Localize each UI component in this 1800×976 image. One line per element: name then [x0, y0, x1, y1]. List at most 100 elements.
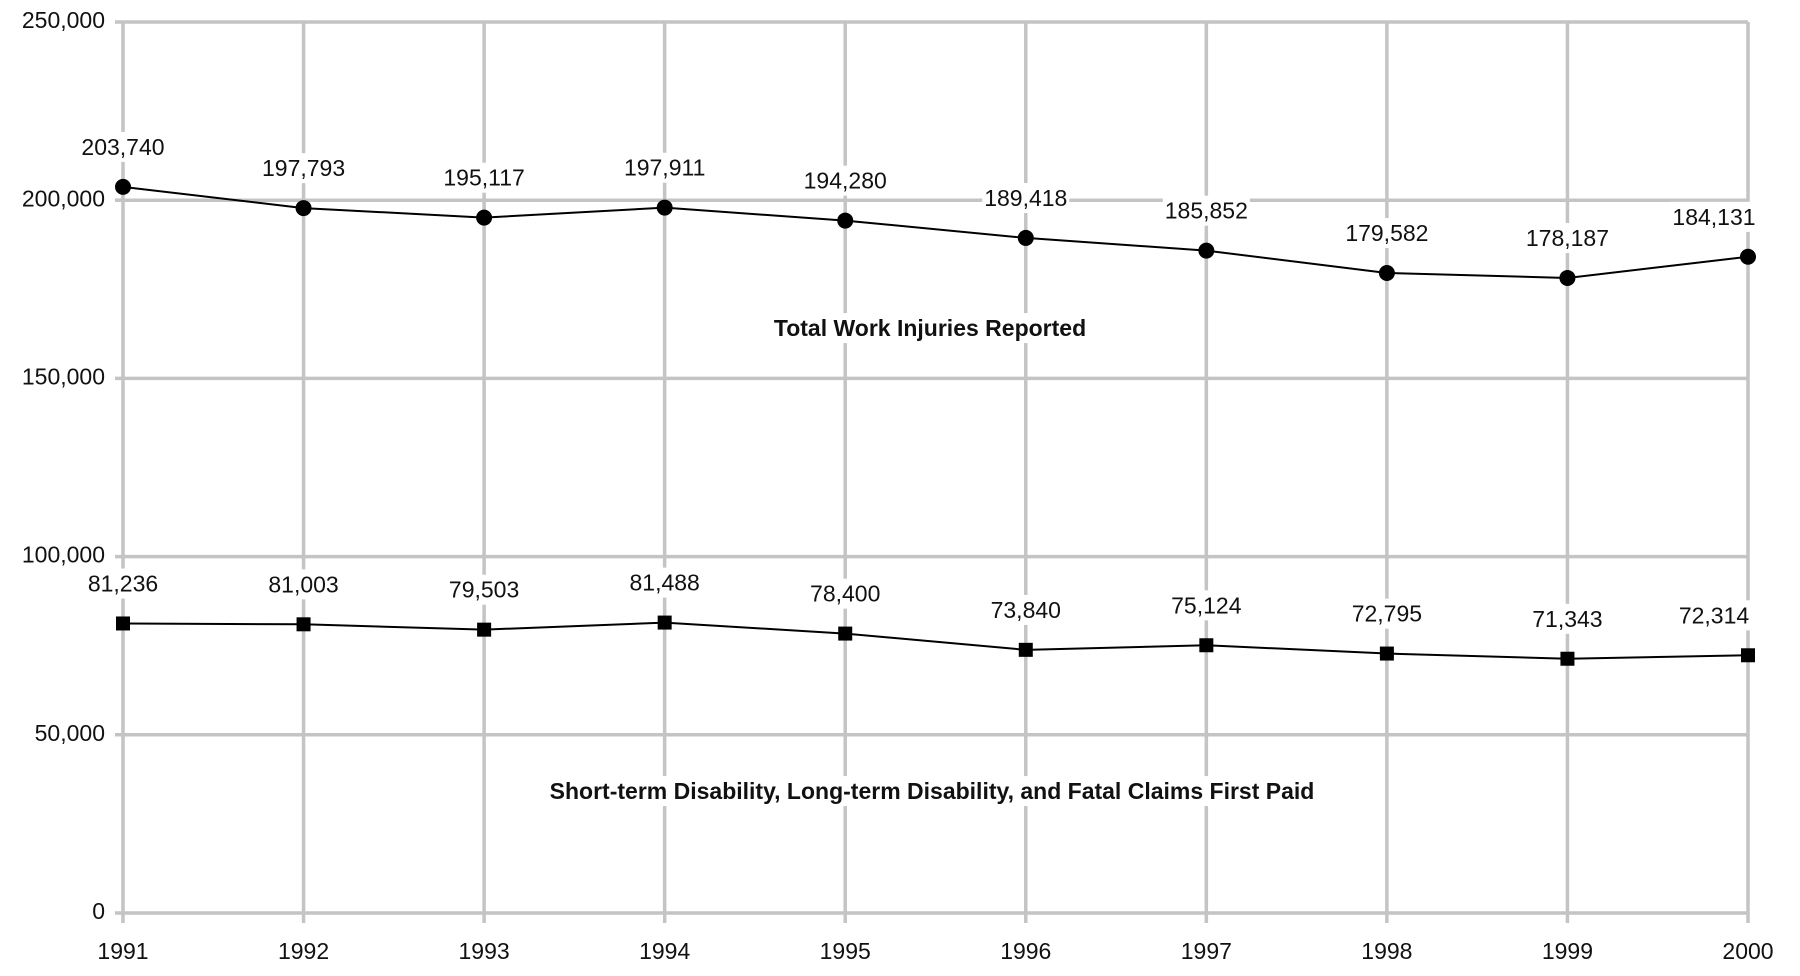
y-tick-label: 150,000 [22, 363, 105, 389]
data-label-group: 71,343 [1530, 603, 1605, 634]
x-tick-label: 1991 [97, 938, 148, 964]
data-label: 184,131 [1672, 204, 1755, 230]
marker [657, 615, 672, 630]
x-tick-label: 1997 [1181, 938, 1232, 964]
marker [476, 209, 493, 226]
data-label: 75,124 [1171, 592, 1242, 618]
data-label: 203,740 [81, 134, 164, 160]
series-line [122, 621, 1749, 660]
data-label-group: 197,911 [621, 152, 708, 183]
data-label-bg [1676, 600, 1752, 631]
marker [1018, 642, 1033, 657]
data-label-bg [266, 569, 341, 600]
data-label-group: 75,124 [1169, 590, 1244, 621]
data-label-group: 79,503 [446, 574, 522, 605]
data-label-group: 81,488 [627, 567, 702, 598]
x-tick-label: 1998 [1361, 938, 1412, 964]
y-tick-label: 100,000 [22, 542, 105, 568]
data-label-group: 81,236 [85, 568, 161, 599]
data-label: 73,840 [991, 597, 1061, 623]
data-label-bg [982, 182, 1070, 213]
data-label: 179,582 [1345, 220, 1428, 246]
marker [1378, 264, 1395, 281]
x-tick-label: 1999 [1542, 938, 1593, 964]
y-tick-label: 0 [92, 898, 105, 924]
marker [838, 626, 853, 641]
data-label-bg [627, 567, 702, 598]
marker [1560, 651, 1575, 666]
x-tick-label: 1994 [639, 938, 690, 964]
data-label-group: 78,400 [808, 578, 883, 609]
data-label-bg [1343, 218, 1431, 249]
data-label-group: 73,840 [988, 594, 1063, 625]
series-label-bg [541, 776, 1323, 807]
data-label-bg [808, 578, 883, 609]
data-label: 195,117 [443, 165, 524, 191]
marker [295, 200, 312, 217]
data-label: 178,187 [1526, 225, 1609, 251]
series-line [122, 185, 1749, 279]
series-label: Short-term Disability, Long-term Disabil… [550, 778, 1315, 804]
series-label-bg [765, 313, 1095, 344]
data-label: 79,503 [449, 577, 519, 603]
data-label-bg [1169, 590, 1244, 621]
marker [1741, 648, 1755, 663]
data-label-group: 185,852 [1162, 195, 1250, 226]
data-label-bg [259, 153, 348, 184]
y-tick-label: 250,000 [22, 7, 105, 33]
x-tick-label: 1992 [278, 938, 329, 964]
marker [296, 617, 311, 632]
data-label: 78,400 [810, 581, 880, 607]
data-label-bg [446, 574, 522, 605]
data-label: 81,488 [629, 570, 699, 596]
marker [116, 616, 130, 631]
marker [837, 212, 854, 229]
marker [1199, 638, 1214, 653]
data-label: 194,280 [804, 168, 887, 194]
data-label-bg [79, 131, 167, 162]
data-label: 189,418 [984, 185, 1067, 211]
data-label: 185,852 [1165, 198, 1248, 224]
data-label-bg [1670, 201, 1758, 232]
series-label: Total Work Injuries Reported [774, 315, 1086, 341]
data-label: 81,003 [268, 571, 338, 597]
data-label: 81,236 [88, 571, 158, 597]
data-label-group: 194,280 [801, 165, 889, 196]
data-label-bg [621, 152, 708, 183]
data-label: 72,314 [1679, 602, 1750, 628]
marker [1559, 269, 1576, 286]
marker [1017, 229, 1034, 246]
x-tick-label: 1995 [820, 938, 871, 964]
marker [1740, 248, 1756, 265]
series-label-group: Short-term Disability, Long-term Disabil… [541, 776, 1323, 807]
data-label: 72,795 [1352, 601, 1422, 627]
data-label-group: 203,740 [79, 131, 167, 162]
data-label-bg [1162, 195, 1250, 226]
data-label: 197,911 [624, 155, 705, 181]
data-label-group: 195,117 [441, 162, 527, 193]
marker [1379, 646, 1394, 661]
data-label-bg [1523, 223, 1612, 254]
y-tick-label: 200,000 [22, 185, 105, 211]
marker [477, 622, 492, 637]
data-label-group: 184,131 [1670, 201, 1758, 232]
marker [1198, 242, 1215, 259]
data-label-bg [801, 165, 889, 196]
data-label-group: 178,187 [1523, 223, 1612, 254]
data-label-bg [1530, 603, 1605, 634]
marker [656, 199, 673, 216]
data-label-group: 179,582 [1343, 218, 1431, 249]
data-label-bg [1349, 598, 1425, 629]
marker [115, 178, 131, 195]
data-label-group: 72,795 [1349, 598, 1425, 629]
data-label-group: 81,003 [266, 569, 341, 600]
x-tick-label: 2000 [1722, 938, 1773, 964]
data-label-bg [441, 162, 527, 193]
x-tick-label: 1996 [1000, 938, 1051, 964]
x-tick-label: 1993 [459, 938, 510, 964]
data-label-group: 189,418 [982, 182, 1070, 213]
data-label-bg [85, 568, 161, 599]
y-tick-label: 50,000 [35, 720, 105, 746]
data-label: 71,343 [1532, 606, 1602, 632]
